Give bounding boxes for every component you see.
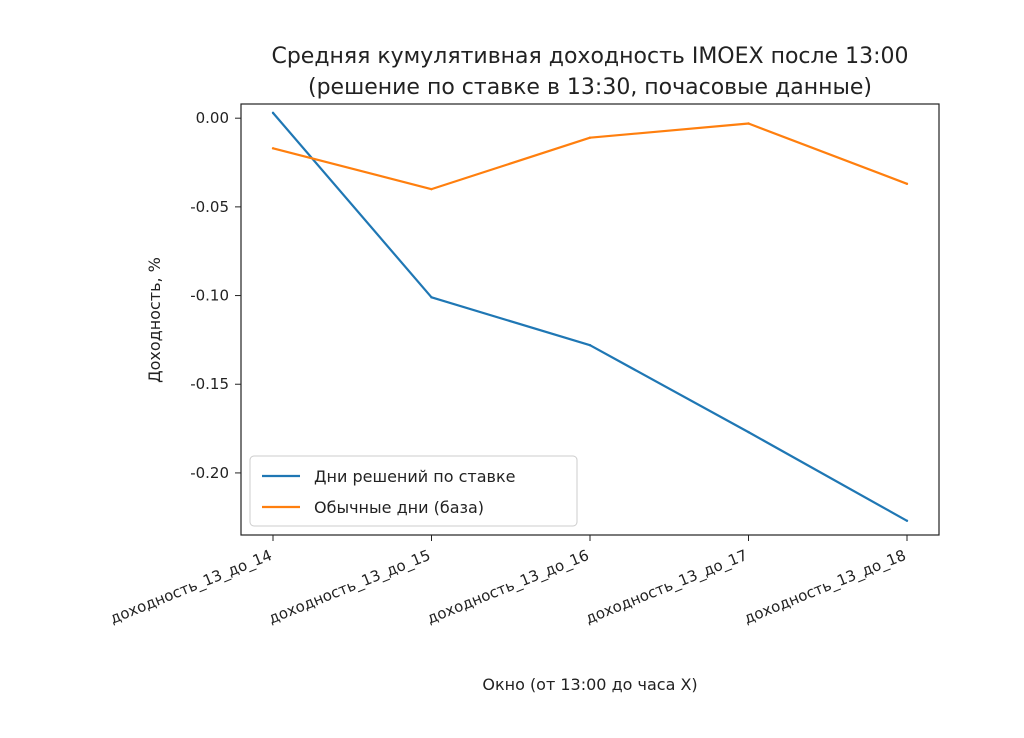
y-tick-label: -0.15 <box>190 375 229 393</box>
data-point <box>271 147 275 150</box>
legend-box <box>249 455 578 527</box>
x-tick-label: доходность_13_до_14 <box>107 546 275 628</box>
data-point <box>905 182 909 186</box>
data-point <box>588 136 592 139</box>
data-point <box>905 519 909 523</box>
x-tick-label: доходность_13_до_16 <box>424 546 592 628</box>
x-axis-label: Окно (от 13:00 до часа X) <box>482 675 697 694</box>
series-group <box>271 111 909 523</box>
legend-label: Обычные дни (база) <box>314 498 484 517</box>
y-axis: 0.00 -0.05 -0.10 -0.15 -0.20 <box>190 109 241 482</box>
chart-subtitle: (решение по ставке в 13:30, почасовые да… <box>308 75 872 100</box>
x-tick-label: доходность_13_до_15 <box>266 546 434 628</box>
y-tick-label: -0.20 <box>190 464 229 482</box>
legend-label: Дни решений по ставке <box>314 467 515 486</box>
data-point <box>747 430 750 434</box>
data-point <box>747 122 750 125</box>
data-point <box>588 344 592 347</box>
y-tick-label: 0.00 <box>196 109 229 127</box>
x-tick-label: доходность_13_до_18 <box>741 546 909 628</box>
y-axis-label: Доходность, % <box>145 257 164 383</box>
data-point <box>271 111 275 115</box>
x-axis: доходность_13_до_14доходность_13_до_15до… <box>107 535 909 628</box>
legend: Дни решений по ставке Обычные дни (база) <box>249 455 578 527</box>
chart-title: Средняя кумулятивная доходность IMOEX по… <box>271 44 908 69</box>
data-point <box>430 187 433 191</box>
y-tick-label: -0.10 <box>190 287 229 305</box>
x-tick-label: доходность_13_до_17 <box>583 546 751 628</box>
data-point <box>430 296 433 299</box>
series-line-1 <box>272 122 908 191</box>
y-tick-label: -0.05 <box>190 198 229 216</box>
